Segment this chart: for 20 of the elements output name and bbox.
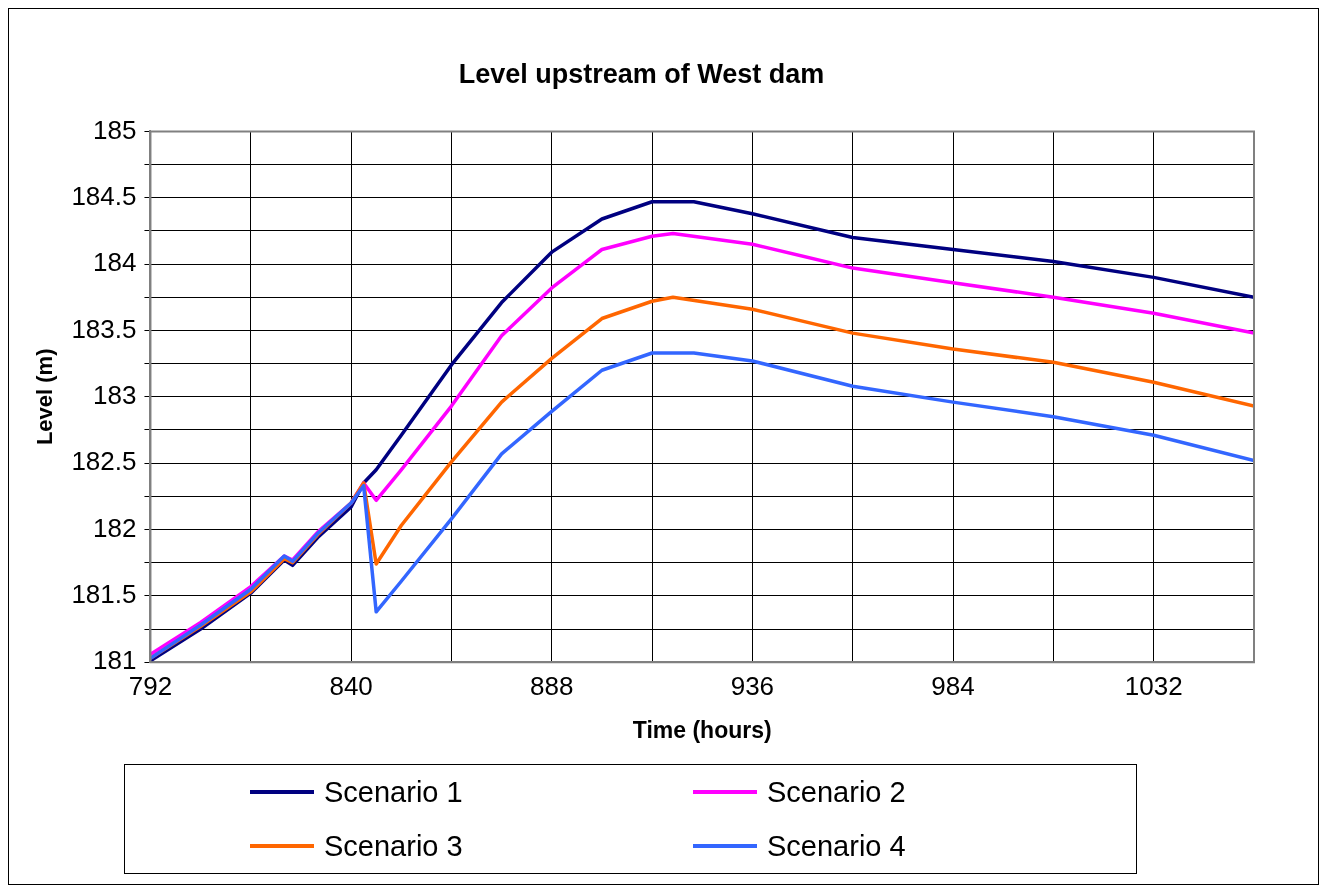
x-tick-label: 984 [931, 670, 975, 701]
y-axis-title: Level (m) [32, 348, 58, 446]
y-tick-label: 185 [93, 114, 137, 145]
legend-label: Scenario 3 [324, 829, 463, 863]
y-tick-label: 182.5 [71, 446, 137, 477]
legend-label: Scenario 4 [767, 829, 906, 863]
x-axis-title: Time (hours) [632, 716, 772, 743]
x-tick-label: 936 [730, 670, 775, 701]
y-tick-label: 183.5 [71, 313, 137, 344]
y-tick-label: 184.5 [71, 180, 137, 211]
y-tick-label: 183 [93, 379, 137, 410]
x-tick-label: 1032 [1124, 670, 1183, 701]
x-tick-label: 840 [329, 670, 373, 701]
y-tick-label: 184 [93, 247, 137, 278]
y-tick-label: 182 [93, 512, 137, 543]
y-tick-label: 181.5 [71, 579, 137, 610]
x-tick-label: 888 [530, 670, 574, 701]
legend-label: Scenario 1 [324, 775, 463, 809]
chart-title: Level upstream of West dam [458, 58, 825, 89]
legend-label: Scenario 2 [767, 775, 906, 809]
